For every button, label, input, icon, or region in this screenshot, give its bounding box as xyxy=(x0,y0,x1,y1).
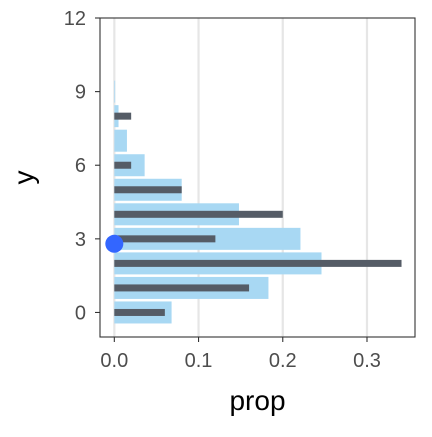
panel-border xyxy=(99,17,416,338)
x-tick-label-0: 0.0 xyxy=(100,350,128,372)
y-tick-label-3: 9 xyxy=(75,82,86,104)
x-axis-title: prop xyxy=(229,385,285,416)
bar-dark-5 xyxy=(114,186,182,194)
bar-light-7 xyxy=(114,129,127,152)
y-tick-label-0: 0 xyxy=(75,302,86,324)
x-tick-label-3: 0.3 xyxy=(353,350,381,372)
y-tick-label-4: 12 xyxy=(64,8,86,30)
bar-dark-0 xyxy=(114,308,165,316)
bar-dark-6 xyxy=(114,161,132,169)
x-tick-label-2: 0.2 xyxy=(269,350,297,372)
bar-dark-4 xyxy=(114,210,283,218)
bar-dark-2 xyxy=(114,259,402,267)
bar-light-9 xyxy=(114,80,116,103)
y-tick-label-2: 6 xyxy=(75,155,86,177)
bar-dark-8 xyxy=(114,112,132,120)
x-axis-ticks: 0.0 0.1 0.2 0.3 xyxy=(100,337,381,372)
y-tick-label-1: 3 xyxy=(75,229,86,251)
y-axis-title: y xyxy=(8,171,39,185)
bar-dark-3 xyxy=(114,235,216,243)
bar-dark-1 xyxy=(114,284,250,292)
x-tick-label-1: 0.1 xyxy=(185,350,213,372)
point-marker xyxy=(105,234,124,253)
y-axis-ticks: 0 3 6 9 12 xyxy=(64,8,100,324)
point-markers xyxy=(105,234,124,253)
series-dark-bars xyxy=(114,112,402,316)
